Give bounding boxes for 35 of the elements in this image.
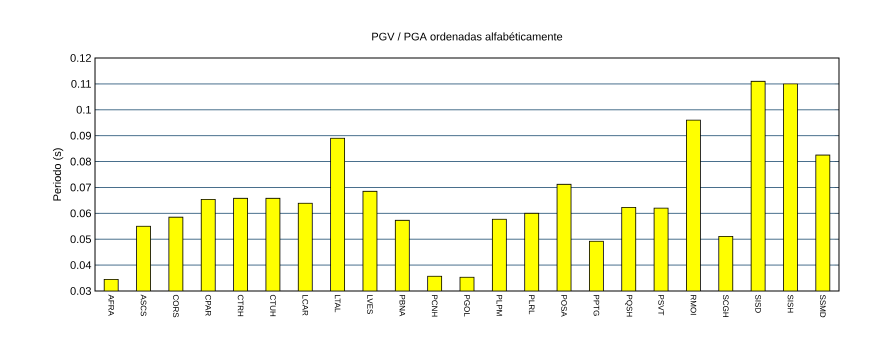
- x-tick-label: PGOL: [464, 295, 470, 316]
- x-tick-label: CTUH: [270, 294, 276, 316]
- y-tick-label: 0.08: [70, 158, 91, 166]
- y-axis-title: Periodo (s): [52, 148, 64, 200]
- y-tick-label: 0.04: [70, 261, 92, 269]
- x-tick-label: SSMD: [820, 294, 826, 318]
- x-tick-label: PPTG: [594, 295, 600, 316]
- x-tick-label: ASCS: [140, 294, 146, 316]
- x-tick-label: LVES: [367, 295, 373, 314]
- x-tick-label: SISD: [755, 294, 761, 313]
- chart-title: PGV / PGA ordenadas alfabéticamente: [372, 32, 562, 40]
- x-tick-label: SISH: [788, 294, 794, 313]
- x-tick-label: LTAL: [334, 295, 340, 312]
- y-tick-label: 0.09: [70, 132, 91, 140]
- x-tick-label: AFRA: [108, 294, 114, 316]
- y-tick-label: 0.07: [70, 184, 91, 192]
- x-tick-label: CORS: [173, 294, 179, 318]
- x-tick-label: CPAR: [205, 294, 212, 316]
- x-tick-label: PSVT: [658, 295, 664, 316]
- x-tick-label: PLRL: [528, 295, 534, 314]
- x-tick-label: POSA: [561, 295, 567, 317]
- x-tick-label: PQSH: [625, 295, 632, 317]
- y-tick-label: 0.06: [70, 209, 91, 218]
- x-tick-label: PLPM: [496, 295, 502, 316]
- y-tick-label: 0.12: [70, 54, 91, 62]
- y-tick-label: 0.1: [76, 106, 91, 114]
- y-tick-label: 0.03: [70, 287, 91, 295]
- x-tick-label: RMOI: [690, 295, 696, 315]
- x-tick-label: CTRH: [238, 294, 244, 316]
- y-tick-label: 0.05: [70, 235, 92, 244]
- x-tick-label: LCAR: [302, 295, 308, 316]
- x-tick-label: PCNH: [432, 295, 438, 317]
- x-tick-label: SCGH: [722, 294, 729, 317]
- x-tick-label: PBNA: [400, 295, 406, 316]
- y-tick-label: 0.11: [71, 80, 91, 88]
